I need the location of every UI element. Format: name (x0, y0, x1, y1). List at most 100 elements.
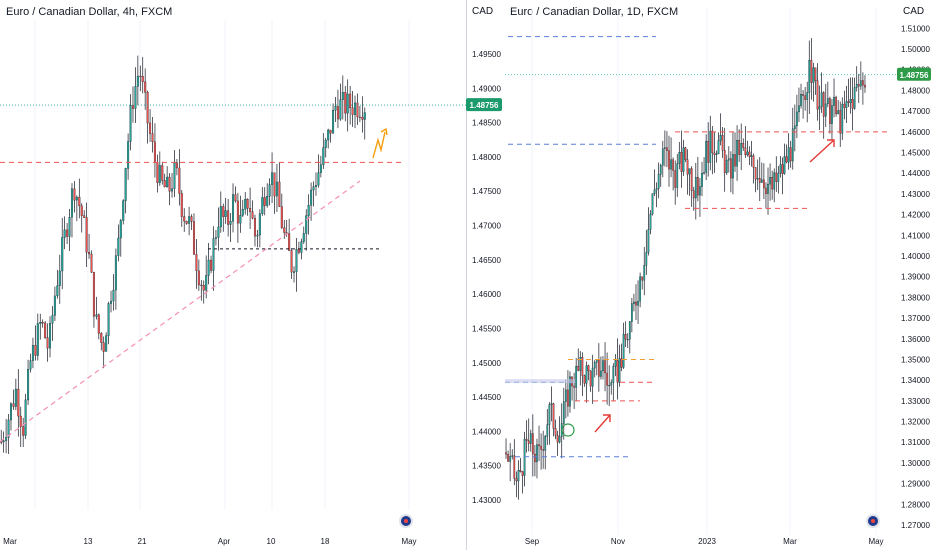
candle-body (798, 105, 800, 113)
y-tick-label: 1.27000 (901, 521, 930, 530)
candle-body (837, 110, 840, 115)
candle-body (73, 188, 76, 201)
candle-body (97, 314, 100, 334)
candle-body (314, 185, 317, 187)
candle-body (200, 284, 203, 286)
x-tick-label: May (401, 537, 416, 546)
tradingview-logo-right[interactable] (866, 514, 880, 528)
y-tick-label: 1.36000 (901, 335, 930, 344)
candle-body (614, 360, 617, 367)
y-tick-label: 1.46000 (901, 128, 930, 137)
panel-divider[interactable] (466, 0, 467, 550)
y-tick-label: 1.35000 (901, 355, 930, 364)
x-tick-label: 10 (267, 537, 276, 546)
candle-body (740, 143, 743, 155)
y-tick-label: 1.42000 (901, 211, 930, 220)
candle-body (591, 367, 594, 387)
candle-body (717, 140, 720, 155)
candle-body (105, 335, 108, 352)
candle-body (820, 92, 823, 107)
candle-body (146, 92, 149, 124)
candle-body (804, 95, 807, 100)
up-arrow-1 (594, 414, 611, 433)
candle-body (666, 147, 668, 151)
candle-body (249, 208, 252, 212)
left-chart-panel[interactable]: Euro / Canadian Dollar, 4h, FXCM CAD (0, 0, 493, 550)
right-price-tag: 1.48756 (900, 71, 929, 80)
right-chart-panel[interactable]: Euro / Canadian Dollar, 1D, FXCM CAD (467, 0, 932, 550)
candle-body (134, 86, 137, 109)
candle-body (855, 84, 858, 88)
candle-body (633, 301, 635, 304)
candle-body (511, 455, 514, 457)
candle-body (604, 360, 606, 374)
candle-body (676, 163, 679, 188)
candle-body (158, 165, 161, 183)
candle-body (507, 454, 509, 462)
y-tick-label: 1.30000 (901, 459, 930, 468)
candle-body (663, 147, 666, 149)
candle-body (180, 193, 183, 217)
candle-body (297, 249, 300, 253)
candle-body (641, 276, 644, 281)
y-tick-label: 1.43500 (472, 462, 501, 471)
candle-body (14, 388, 17, 407)
up-arrow-2 (809, 139, 835, 163)
candle-body (505, 452, 507, 455)
candle-body (515, 478, 518, 482)
candle-body (293, 271, 296, 273)
candle-body (686, 159, 689, 175)
x-tick-label: Mar (3, 537, 17, 546)
candle-body (305, 215, 308, 234)
candle-body (833, 97, 835, 106)
candle-body (127, 141, 130, 169)
candle-body (246, 199, 249, 209)
candle-body (207, 259, 210, 276)
candle-body (92, 272, 95, 317)
candle-body (195, 254, 198, 272)
candle-body (542, 449, 545, 451)
candle-body (175, 162, 178, 169)
candle-body (719, 135, 722, 141)
candle-body (90, 253, 93, 273)
candle-body (791, 128, 794, 162)
candle-body (709, 130, 712, 163)
candle-body (824, 103, 827, 117)
candle-body (649, 213, 652, 230)
tradingview-logo-left[interactable] (399, 514, 413, 528)
candle-body (678, 152, 681, 164)
candle-body (119, 220, 122, 239)
candle-body (185, 221, 188, 224)
candle-body (202, 285, 205, 291)
trend-line (0, 180, 361, 443)
candle-body (750, 155, 753, 157)
candle-body (49, 323, 52, 349)
candle-body (78, 196, 81, 207)
right-chart-title: Euro / Canadian Dollar, 1D, FXCM (510, 6, 679, 18)
candle-body (608, 385, 611, 387)
candle-body (630, 303, 633, 322)
candle-body (789, 147, 792, 162)
candle-body (793, 125, 796, 129)
candle-body (822, 92, 825, 117)
candle-body (41, 322, 44, 324)
candle-body (659, 165, 662, 175)
candle-body (192, 221, 195, 255)
y-tick-label: 1.29000 (901, 480, 930, 489)
candle-body (183, 216, 186, 222)
candle-body (129, 105, 132, 142)
right-chart-unit: CAD (903, 6, 925, 17)
candle-body (587, 365, 590, 372)
candle-body (22, 426, 25, 436)
highlight-band (505, 379, 575, 384)
left-price-tag-bg (466, 98, 502, 112)
candle-body (131, 105, 134, 109)
candle-body (322, 147, 325, 165)
candle-body (117, 237, 120, 256)
candle-body (263, 197, 266, 206)
y-tick-label: 1.37000 (901, 314, 930, 323)
candle-body (583, 375, 586, 384)
candle-body (58, 270, 61, 286)
